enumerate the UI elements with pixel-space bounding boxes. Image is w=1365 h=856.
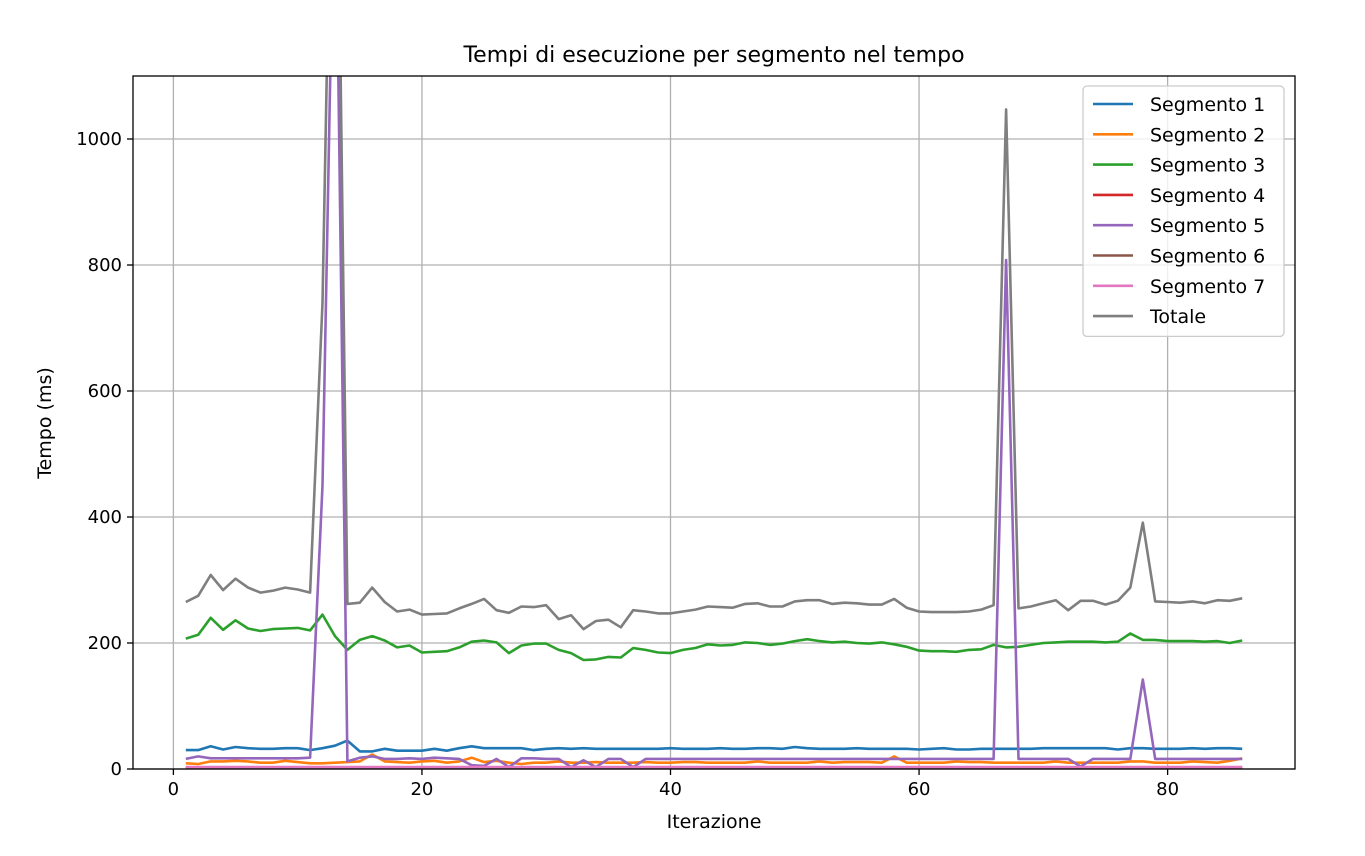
x-tick-label: 80 bbox=[1156, 779, 1179, 800]
legend: Segmento 1 Segmento 2 Segmento 3 Segmento 4… bbox=[1082, 85, 1285, 338]
y-tick-label: 0 bbox=[111, 759, 122, 780]
legend-label-totale: Totale bbox=[1149, 306, 1206, 328]
series-line-segmento-3 bbox=[185, 613, 1243, 662]
y-tick-label: 800 bbox=[88, 255, 122, 276]
legend-label-segmento-1: Segmento 1 bbox=[1150, 94, 1265, 116]
y-tick-label: 600 bbox=[88, 381, 122, 402]
x-tick-label: 60 bbox=[908, 779, 931, 800]
series-line-segmento-1 bbox=[185, 739, 1243, 753]
y-tick-label: 1000 bbox=[76, 129, 122, 150]
y-tick-label: 400 bbox=[88, 507, 122, 528]
legend-label-segmento-5: Segmento 5 bbox=[1150, 215, 1265, 237]
legend-label-segmento-4: Segmento 4 bbox=[1150, 185, 1265, 207]
legend-box bbox=[1082, 85, 1285, 338]
plot-frame bbox=[132, 75, 1296, 770]
series-line-segmento-5 bbox=[185, 76, 1243, 769]
chart-title: Tempi di esecuzione per segmento nel tem… bbox=[462, 43, 964, 68]
series-line-totale bbox=[185, 76, 1243, 631]
legend-label-segmento-6: Segmento 6 bbox=[1150, 246, 1265, 268]
series-line-segmento-2 bbox=[185, 753, 1243, 766]
y-axis-label: Tempo (ms) bbox=[34, 367, 56, 480]
legend-label-segmento-7: Segmento 7 bbox=[1150, 276, 1265, 298]
x-axis-label: Iterazione bbox=[667, 811, 762, 833]
legend-label-segmento-3: Segmento 3 bbox=[1150, 155, 1265, 177]
legend-label-segmento-2: Segmento 2 bbox=[1150, 124, 1265, 146]
x-tick-label: 0 bbox=[168, 779, 179, 800]
x-tick-label: 40 bbox=[659, 779, 682, 800]
y-tick-label: 200 bbox=[88, 633, 122, 654]
x-tick-label: 20 bbox=[410, 779, 433, 800]
